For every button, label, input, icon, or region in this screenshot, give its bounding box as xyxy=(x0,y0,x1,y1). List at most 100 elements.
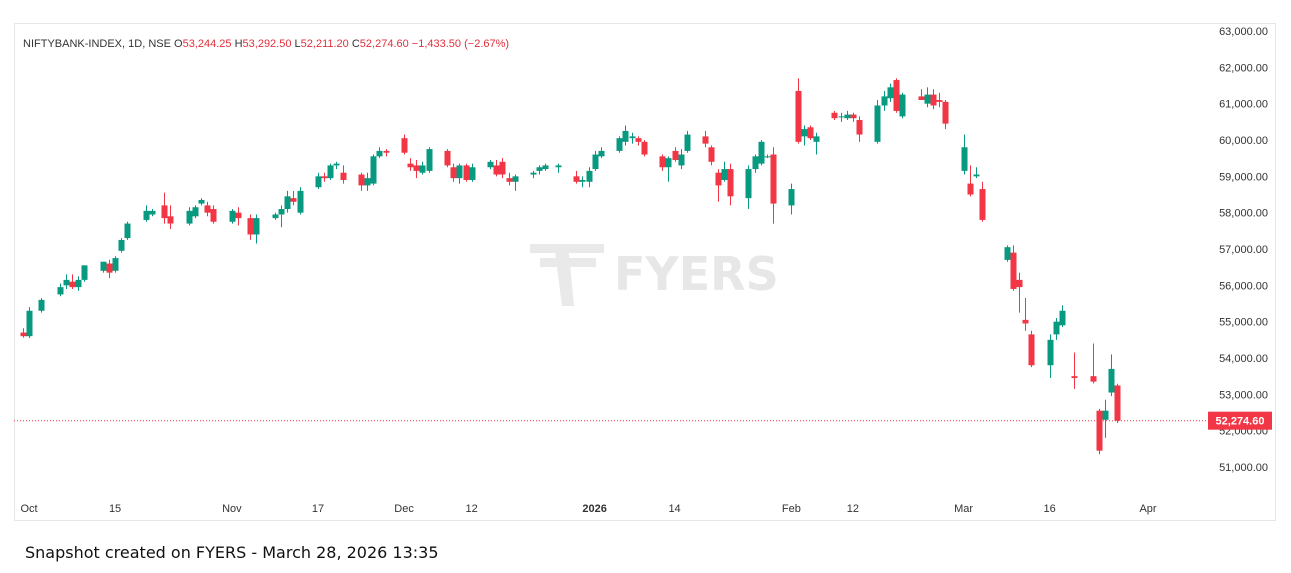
candle-body xyxy=(881,96,888,106)
candle-body xyxy=(629,136,636,139)
candle-body xyxy=(106,263,113,273)
candle-body xyxy=(1053,321,1060,335)
candle-body xyxy=(635,138,642,142)
price-axis[interactable]: 51,000.0052,000.0053,000.0054,000.0055,0… xyxy=(1208,26,1272,474)
snapshot-footer: Snapshot created on FYERS - March 28, 20… xyxy=(25,543,439,562)
y-tick-label: 61,000.00 xyxy=(1219,99,1268,111)
candle-body xyxy=(186,210,193,224)
candle-down xyxy=(235,207,242,226)
x-tick-label: 12 xyxy=(466,503,478,515)
close-value: 52,274.60 xyxy=(359,38,409,50)
candle-body xyxy=(272,214,279,219)
y-tick-label: 58,000.00 xyxy=(1219,208,1268,220)
candle-up xyxy=(616,136,623,153)
candle-body xyxy=(542,165,549,170)
interval: 1D xyxy=(128,38,143,50)
x-tick-label: Dec xyxy=(394,503,414,515)
candle-down xyxy=(450,163,457,182)
candle-body xyxy=(401,138,408,153)
time-axis[interactable]: Oct 15 Nov 17 Dec 12 2026 14 Feb 12 Mar 16 Apr xyxy=(20,503,1156,515)
candle-down xyxy=(635,136,642,146)
x-tick-label: Mar xyxy=(954,503,973,515)
y-tick-label: 54,000.00 xyxy=(1219,353,1268,365)
candle-body xyxy=(100,261,107,271)
candle-up xyxy=(278,205,285,228)
candle-body xyxy=(506,178,513,182)
candle-body xyxy=(874,105,881,142)
candle-body xyxy=(456,165,463,179)
y-tick-label: 51,000.00 xyxy=(1219,462,1268,474)
candle-up xyxy=(229,209,236,224)
candle-down xyxy=(167,205,174,230)
candle-body xyxy=(555,165,562,168)
candle-down xyxy=(1071,352,1078,389)
candle-up xyxy=(315,172,322,190)
candle-body xyxy=(807,127,814,139)
y-tick-label: 62,000.00 xyxy=(1219,62,1268,74)
candle-down xyxy=(1010,245,1017,291)
candle-up xyxy=(678,149,685,170)
candle-body xyxy=(229,210,236,222)
candle-up xyxy=(426,147,433,173)
candle-body xyxy=(1028,334,1035,366)
candle-body xyxy=(788,189,795,206)
candle-body xyxy=(81,265,88,280)
candle-body xyxy=(752,156,759,170)
candle-body xyxy=(598,150,605,157)
candle-up xyxy=(63,274,70,289)
candle-up xyxy=(469,163,476,182)
candle-body xyxy=(192,207,199,217)
candle-up xyxy=(57,283,64,297)
candle-body xyxy=(376,150,383,157)
candle-up xyxy=(874,100,881,144)
candle-up xyxy=(487,159,494,170)
candle-up xyxy=(629,132,636,144)
candle-body xyxy=(936,100,943,102)
candle-body xyxy=(1114,385,1121,421)
candle-down xyxy=(807,125,814,140)
symbol-name[interactable]: NIFTYBANK-INDEX xyxy=(23,38,123,50)
candle-body xyxy=(887,87,894,99)
candle-body xyxy=(844,114,851,119)
candle-body xyxy=(930,94,937,106)
candle-down xyxy=(1090,343,1097,384)
candle-up xyxy=(924,87,931,108)
y-tick-label: 63,000.00 xyxy=(1219,26,1268,38)
candle-up xyxy=(118,238,125,253)
candle-up xyxy=(586,167,593,188)
candle-body xyxy=(161,205,168,219)
ohlc-legend: NIFTYBANK-INDEX, 1D, NSE O53,244.25 H53,… xyxy=(23,38,510,50)
candle-up xyxy=(364,172,371,191)
candle-body xyxy=(1047,339,1054,366)
candle-body xyxy=(253,218,260,235)
x-tick-label: 17 xyxy=(312,503,324,515)
candle-body xyxy=(204,205,211,213)
candle-body xyxy=(143,210,150,220)
candle-up xyxy=(124,221,131,240)
candle-body xyxy=(973,174,980,177)
candle-body xyxy=(678,154,685,166)
candle-down xyxy=(499,158,506,179)
candle-up xyxy=(1108,354,1115,397)
y-tick-label: 57,000.00 xyxy=(1219,244,1268,256)
x-tick-label: 14 xyxy=(668,503,680,515)
x-tick-label: Feb xyxy=(782,503,801,515)
candle-up xyxy=(284,190,291,213)
candle-body xyxy=(69,281,76,288)
candle-down xyxy=(893,78,900,113)
x-tick-label: Oct xyxy=(20,503,37,515)
candle-body xyxy=(924,94,931,104)
candle-body xyxy=(235,212,242,219)
fyers-logo-watermark: FYERS xyxy=(530,244,779,306)
candle-body xyxy=(801,129,808,137)
candle-body xyxy=(942,101,949,124)
candle-body xyxy=(469,167,476,180)
candle-body xyxy=(38,299,45,311)
candle-up xyxy=(327,163,334,180)
candle-body xyxy=(918,96,925,101)
candle-up xyxy=(149,209,156,217)
candle-body xyxy=(512,176,519,182)
candle-body xyxy=(1010,252,1017,289)
candle-body xyxy=(616,138,623,151)
